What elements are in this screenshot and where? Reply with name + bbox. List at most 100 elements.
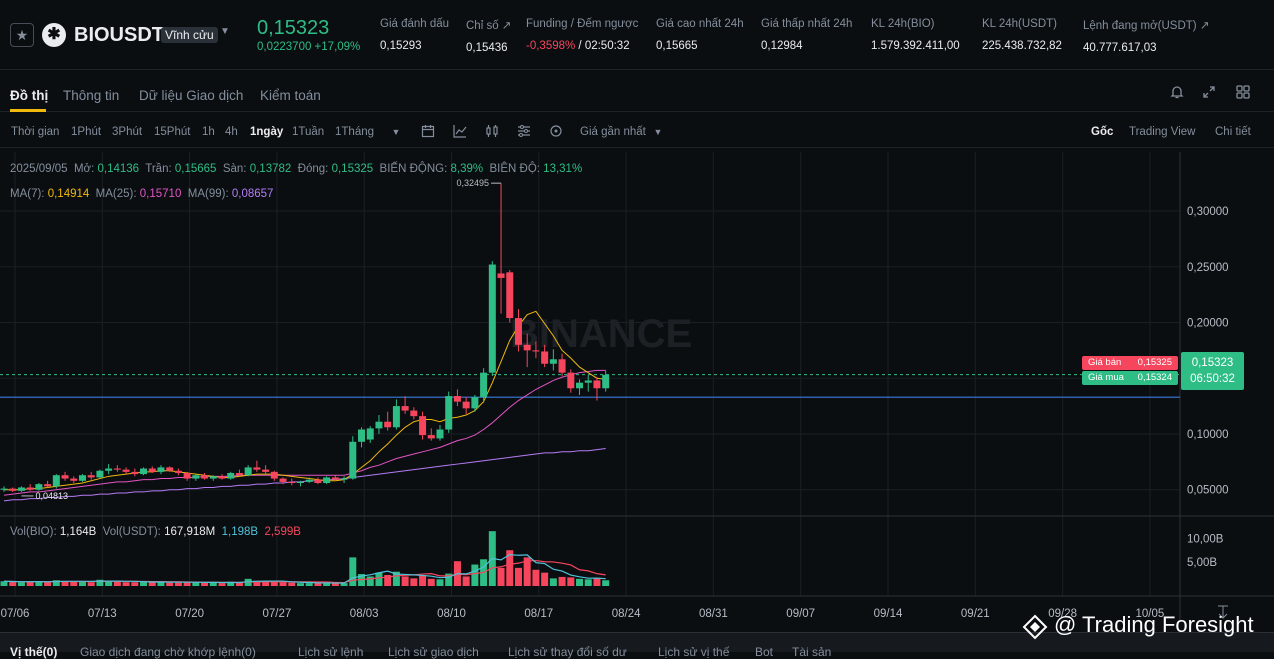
tab-bot[interactable]: Bot <box>755 645 774 659</box>
price-source-select[interactable]: Giá gần nhất <box>580 126 646 138</box>
volume-bar <box>602 580 610 586</box>
favorite-star-icon[interactable]: ★ <box>10 23 34 47</box>
tab-trading-data[interactable]: Dữ liệu Giao dịch <box>139 88 244 103</box>
symbol-title[interactable]: BIOUSDT <box>74 24 164 46</box>
interval-3m[interactable]: 3Phút <box>112 126 143 138</box>
x-axis-tick-label: 08/24 <box>612 608 641 620</box>
volume-bar <box>427 578 435 586</box>
candlestick-chart[interactable]: BINANCE0,300000,250000,200000,150000,100… <box>0 152 1274 622</box>
candle-body <box>314 479 322 484</box>
volume-bar <box>445 573 453 586</box>
volume-bar <box>296 583 304 586</box>
interval-1d[interactable]: 1ngày <box>250 126 284 138</box>
candle-body <box>523 344 531 351</box>
candle-body <box>532 350 540 352</box>
interval-1mo[interactable]: 1Tháng <box>335 126 375 138</box>
ma-info: MA(7): 0,14914 MA(25): 0,15710 MA(99): 0… <box>10 188 273 200</box>
tab-open-orders[interactable]: Giao dịch đang chờ khớp lệnh(0) <box>80 645 256 659</box>
candle-body <box>419 416 427 436</box>
tab-assets[interactable]: Tài sản <box>792 645 832 659</box>
volume-bar <box>523 557 531 586</box>
candle-body <box>410 410 418 417</box>
tab-info[interactable]: Thông tin <box>63 88 120 103</box>
change-label: BIẾN ĐỘNG: <box>379 163 448 175</box>
volume-bar <box>558 576 566 586</box>
tab-trade-history[interactable]: Lịch sử giao dịch <box>388 645 479 659</box>
volume-bar <box>279 582 287 586</box>
tab-order-history[interactable]: Lịch sử lệnh <box>298 645 364 659</box>
candle-body <box>279 478 287 482</box>
interval-15m[interactable]: 15Phút <box>154 126 191 138</box>
active-tab-indicator <box>10 109 46 112</box>
stat-label: Giá đánh dấu <box>380 18 450 30</box>
candle-body <box>253 467 261 470</box>
volume-bar <box>384 575 392 586</box>
tab-positions[interactable]: Vị thế(0) <box>10 645 58 659</box>
volume-bar <box>436 579 444 586</box>
stat-value: 0,15665 <box>656 40 698 52</box>
candle-body <box>366 428 374 440</box>
volume-bar <box>96 579 104 586</box>
candle-body <box>427 435 435 439</box>
stat-index-price[interactable]: Chỉ số ↗ 0,15436 <box>466 18 511 54</box>
volume-bar <box>532 569 540 586</box>
ask-label: Giá bán <box>1088 357 1122 368</box>
view-original[interactable]: Gốc <box>1091 126 1114 138</box>
volume-axis-tick-label: 5,00B <box>1187 557 1217 569</box>
target-icon[interactable] <box>548 124 564 140</box>
ticker-header: ★ ✱ BIOUSDT Vĩnh cửu ▼ 0,15323 0,0223700… <box>0 0 1274 70</box>
interval-4h[interactable]: 4h <box>225 126 238 138</box>
volume-bar <box>541 572 549 586</box>
grid-layout-icon[interactable] <box>1234 84 1252 102</box>
candle-body <box>52 475 60 487</box>
candle-body <box>497 273 505 278</box>
candle-type-icon[interactable] <box>484 124 500 140</box>
tab-chart[interactable]: Đồ thị <box>10 88 49 103</box>
price-source-dropdown-icon[interactable]: ▼ <box>653 127 663 137</box>
candle-body <box>331 477 339 480</box>
ohlc-info: 2025/09/05 Mở: 0,14136 Trần: 0,15665 Sàn… <box>10 163 582 175</box>
volume-bar <box>340 583 348 586</box>
indicator-icon[interactable] <box>452 124 468 140</box>
interval-1h[interactable]: 1h <box>202 126 215 138</box>
candle-body <box>392 406 400 428</box>
volume-bar <box>331 583 339 586</box>
chart-area[interactable]: BINANCE0,300000,250000,200000,150000,100… <box>0 152 1274 622</box>
candle-body <box>270 471 278 479</box>
volume-bar <box>148 582 156 586</box>
candle-body <box>296 481 304 484</box>
stat-open-interest[interactable]: Lệnh đang mở(USDT) ↗ 40.777.617,03 <box>1083 18 1209 54</box>
view-tradingview[interactable]: Trading View <box>1129 126 1196 138</box>
candle-body <box>78 475 86 481</box>
bell-icon[interactable] <box>1168 84 1186 102</box>
tab-audit[interactable]: Kiểm toán <box>260 88 321 103</box>
open-label: Mở: <box>73 163 95 175</box>
expand-icon[interactable] <box>1200 84 1218 102</box>
stat-volume-usdt: KL 24h(USDT) 225.438.732,82 <box>982 18 1062 52</box>
interval-1m[interactable]: 1Phút <box>71 126 102 138</box>
view-depth[interactable]: Chi tiết <box>1215 126 1251 138</box>
volume-bar <box>35 581 43 586</box>
settings-icon[interactable] <box>516 124 532 140</box>
volume-bar <box>305 583 313 586</box>
candle-body <box>576 382 584 389</box>
candle-body <box>453 396 461 402</box>
stat-funding: Funding / Đếm ngược -0,3598% / 02:50:32 <box>526 18 638 52</box>
tab-balance-history[interactable]: Lịch sử thay đổi số dư <box>508 645 627 659</box>
interval-dropdown-icon[interactable]: ▼ <box>391 127 401 137</box>
stat-value: 225.438.732,82 <box>982 40 1062 52</box>
interval-time[interactable]: Thời gian <box>11 126 60 138</box>
interval-1w[interactable]: 1Tuần <box>292 126 325 138</box>
tab-position-history[interactable]: Lịch sử vị thế <box>658 645 730 659</box>
funding-countdown: / 02:50:32 <box>575 40 630 52</box>
low-value: 0,13782 <box>249 163 292 175</box>
symbol-dropdown-caret-icon[interactable]: ▼ <box>220 26 230 37</box>
volume-bar <box>87 582 95 586</box>
volume-info: Vol(BIO): 1,164B Vol(USDT): 167,918M 1,1… <box>10 526 301 538</box>
current-price-label: 0,15323 06:50:32 <box>1181 352 1244 390</box>
calendar-icon[interactable] <box>420 124 436 140</box>
contract-type-badge[interactable]: Vĩnh cửu <box>161 27 218 43</box>
bio-coin-icon: ✱ <box>42 23 66 47</box>
stat-value: 0,15436 <box>466 42 508 54</box>
amplitude-label: BIÊN ĐỘ: <box>489 163 540 175</box>
